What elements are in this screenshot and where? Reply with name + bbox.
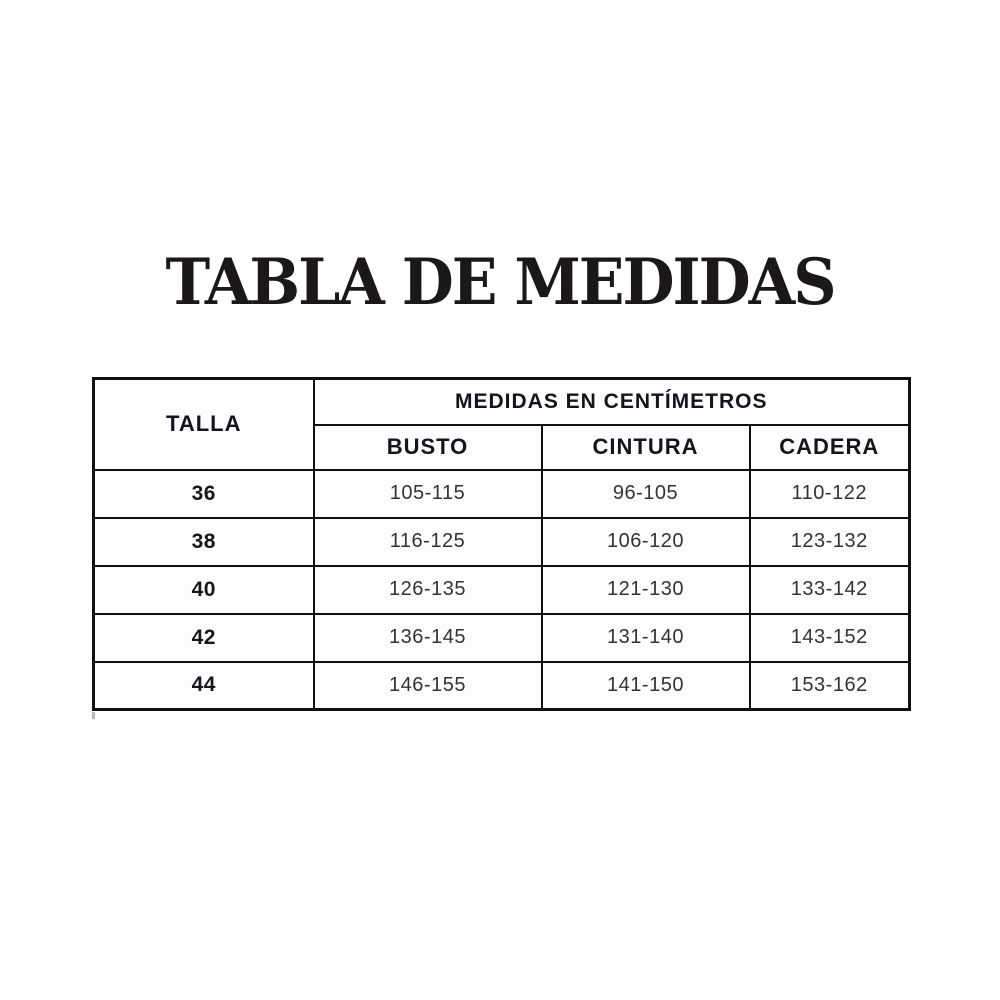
talla-value: 40 [92, 564, 315, 615]
cadera-value: 110-122 [748, 468, 911, 519]
table-row: 44 146-155 141-150 153-162 [92, 660, 911, 711]
table-row: 38 116-125 106-120 123-132 [92, 516, 911, 567]
table-header-group-row: TALLA MEDIDAS EN CENTÍMETROS [92, 377, 911, 471]
talla-value: 44 [92, 660, 315, 711]
talla-value: 36 [92, 468, 315, 519]
cintura-value: 131-140 [540, 612, 751, 663]
busto-value: 116-125 [312, 516, 543, 567]
busto-value: 105-115 [312, 468, 543, 519]
busto-value: 136-145 [312, 612, 543, 663]
column-header-cintura: CINTURA [540, 423, 751, 471]
cadera-value: 143-152 [748, 612, 911, 663]
table-header-sub-row: BUSTO CINTURA CADERA [94, 423, 911, 471]
column-header-cadera: CADERA [748, 423, 911, 471]
busto-value: 146-155 [312, 660, 543, 711]
page-title: TABLA DE MEDIDAS [165, 245, 836, 321]
cadera-value: 133-142 [748, 564, 911, 615]
cadera-value: 153-162 [748, 660, 911, 711]
cintura-value: 96-105 [540, 468, 751, 519]
table-row: 36 105-115 96-105 110-122 [92, 468, 911, 519]
busto-value: 126-135 [312, 564, 543, 615]
column-header-busto: BUSTO [312, 423, 543, 471]
cintura-value: 141-150 [540, 660, 751, 711]
talla-value: 38 [92, 516, 315, 567]
table-row: 40 126-135 121-130 133-142 [92, 564, 911, 615]
column-header-talla: TALLA [92, 377, 315, 471]
group-header-medidas: MEDIDAS EN CENTÍMETROS [312, 377, 911, 426]
cadera-value: 123-132 [748, 516, 911, 567]
size-chart-table: TALLA MEDIDAS EN CENTÍMETROS BUSTO CINTU… [92, 377, 912, 711]
talla-value: 42 [92, 612, 315, 663]
scan-artifact-mark [92, 712, 95, 719]
table-row: 42 136-145 131-140 143-152 [92, 612, 911, 663]
cintura-value: 121-130 [540, 564, 751, 615]
cintura-value: 106-120 [540, 516, 751, 567]
